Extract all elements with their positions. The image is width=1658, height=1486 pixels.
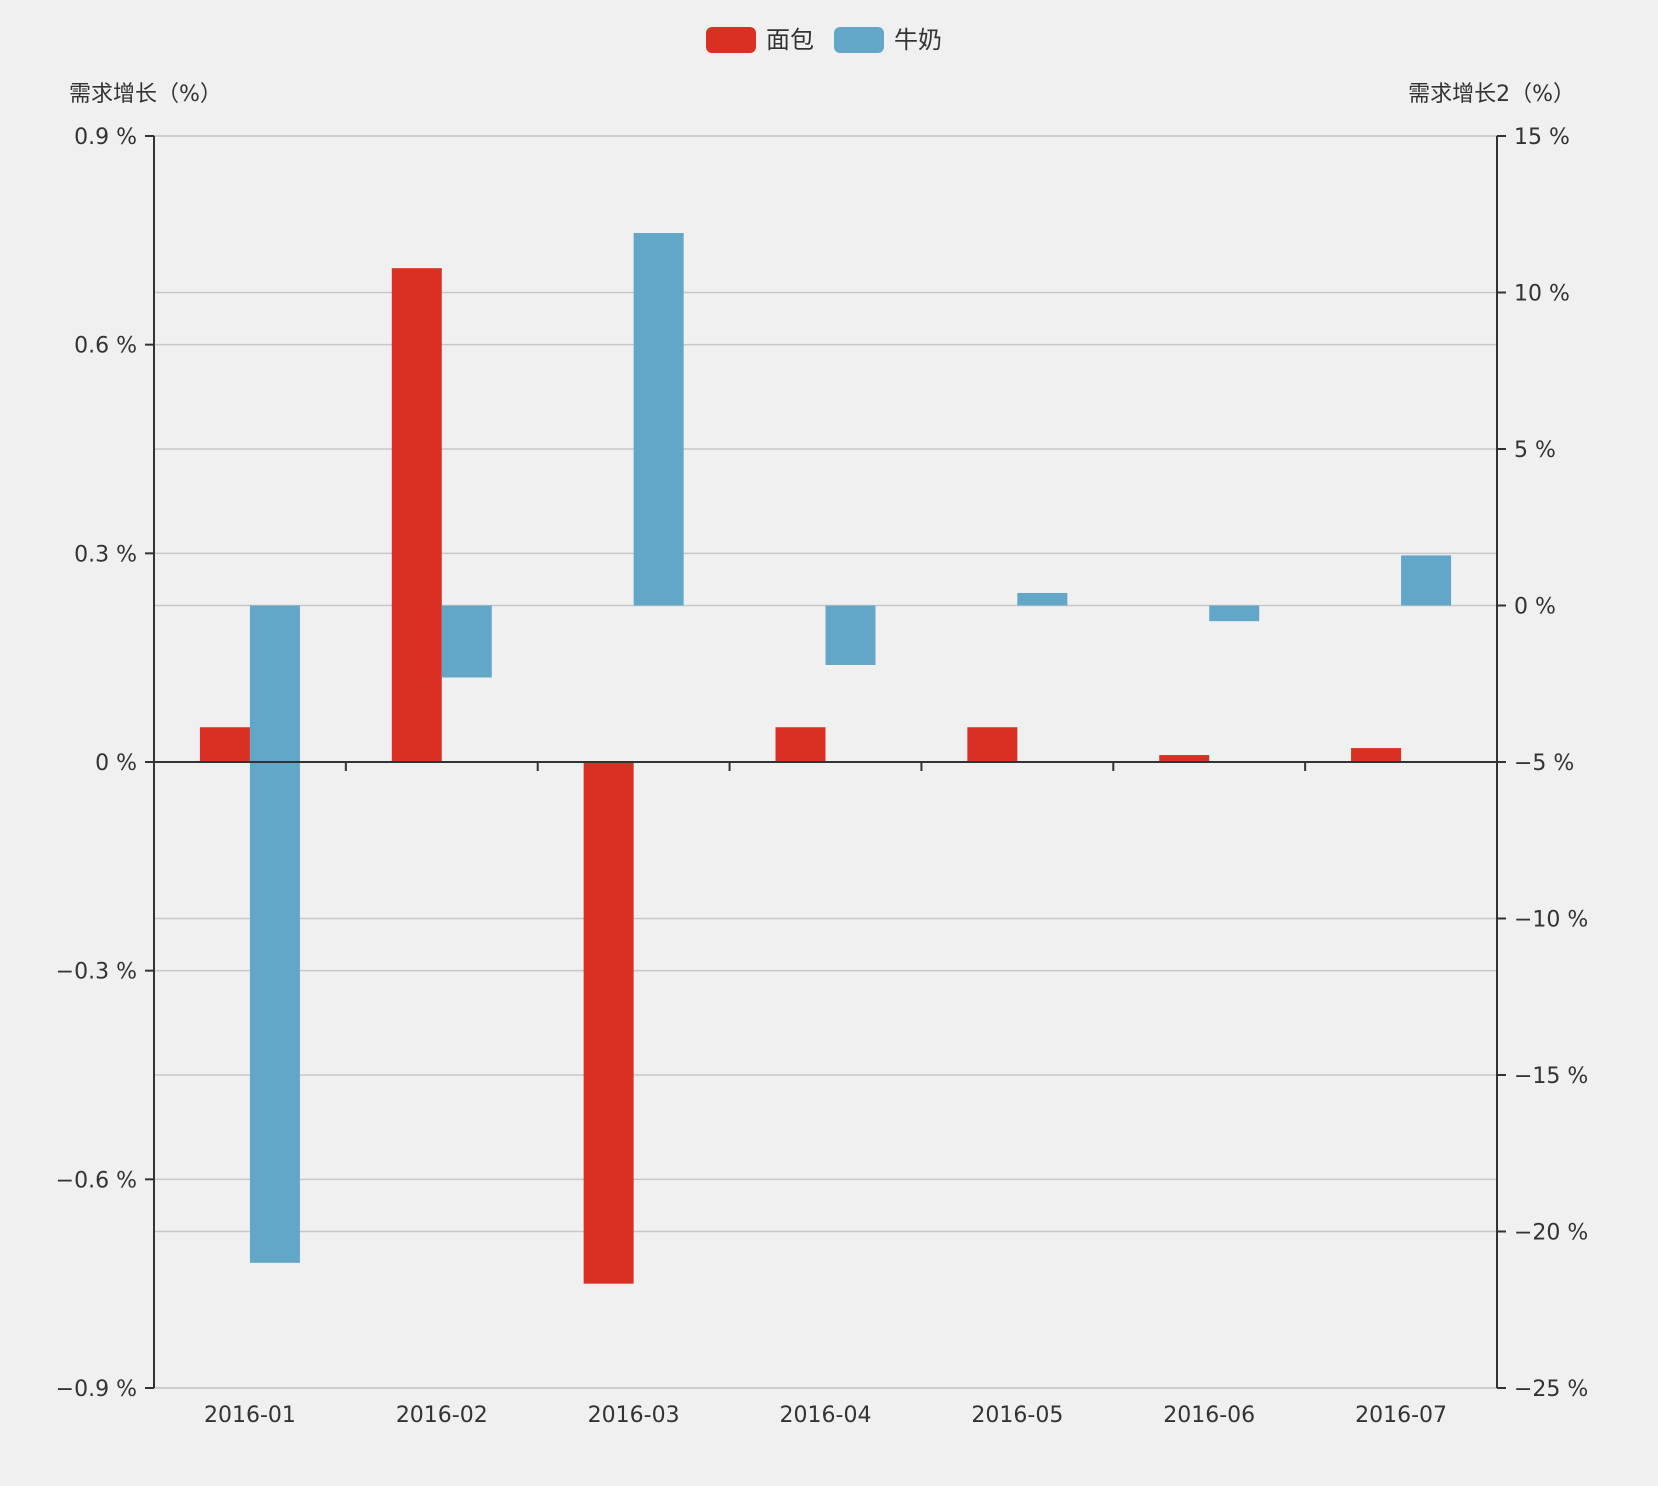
y-left-tick-label: −0.3 % <box>56 960 137 985</box>
bar-mianbao <box>391 268 442 762</box>
y-left-axis-title: 需求增长（%） <box>69 82 222 107</box>
y-left-tick-label: 0 % <box>95 751 137 776</box>
y-left-tick-label: 0.6 % <box>74 334 137 359</box>
legend-swatch <box>706 27 756 53</box>
x-tick-label: 2016-03 <box>588 1403 680 1428</box>
y-left-tick-label: 0.3 % <box>74 542 137 567</box>
bar-niunai <box>249 605 300 1263</box>
bar-niunai <box>633 233 684 606</box>
bar-niunai <box>1209 605 1260 622</box>
x-tick-label: 2016-07 <box>1355 1403 1447 1428</box>
x-tick-label: 2016-02 <box>396 1403 488 1428</box>
y-right-tick-label: 5 % <box>1514 438 1556 463</box>
y-left-tick-label: −0.6 % <box>56 1168 137 1193</box>
x-tick-label: 2016-01 <box>204 1403 296 1428</box>
y-right-axis-title: 需求增长2（%） <box>1408 82 1575 107</box>
legend-swatch <box>834 27 884 53</box>
bar-mianbao <box>775 727 826 762</box>
y-right-tick-label: −15 % <box>1514 1064 1588 1089</box>
bar-mianbao <box>967 727 1018 762</box>
bar-niunai <box>1401 555 1452 606</box>
x-tick-label: 2016-06 <box>1163 1403 1255 1428</box>
y-right-tick-label: −10 % <box>1514 908 1588 933</box>
bar-mianbao <box>583 762 634 1284</box>
y-right-tick-label: 15 % <box>1514 125 1570 150</box>
bar-niunai <box>825 605 876 665</box>
x-tick-label: 2016-04 <box>780 1403 872 1428</box>
axes <box>145 135 1506 1389</box>
y-right-tick-label: −20 % <box>1514 1221 1588 1246</box>
bars <box>199 233 1452 1284</box>
y-left-tick-label: 0.9 % <box>74 125 137 150</box>
bar-mianbao <box>1351 748 1402 762</box>
y-right-tick-label: 10 % <box>1514 282 1570 307</box>
bar-niunai <box>1017 592 1068 606</box>
bar-niunai <box>441 605 492 678</box>
legend-item-label[interactable]: 牛奶 <box>894 26 942 54</box>
legend-item-label[interactable]: 面包 <box>766 26 814 54</box>
axis-labels: −0.9 % −0.6 % −0.3 % 0 % 0.3 % 0.6 % 0.9 % −25 … <box>56 82 1589 1428</box>
bar-mianbao <box>1159 755 1210 762</box>
y-right-tick-label: −25 % <box>1514 1377 1588 1402</box>
bar-mianbao <box>199 727 250 762</box>
y-right-tick-label: 0 % <box>1514 595 1556 620</box>
y-right-tick-label: −5 % <box>1514 751 1574 776</box>
legend[interactable]: 面包 牛奶 <box>706 26 942 54</box>
y-left-tick-label: −0.9 % <box>56 1377 137 1402</box>
x-tick-label: 2016-05 <box>971 1403 1063 1428</box>
